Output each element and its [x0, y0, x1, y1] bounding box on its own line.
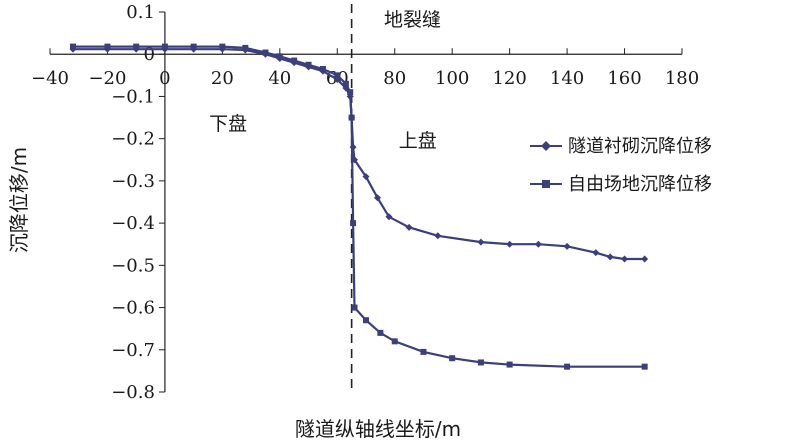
x-tick-label: −20 — [88, 68, 126, 89]
plot-area: −40−200204060801001201401601800.10−0.1−0… — [31, 2, 699, 403]
series-point-lining — [506, 240, 514, 248]
y-tick-label: 0 — [143, 44, 154, 65]
series-point-lining — [362, 173, 370, 181]
y-tick-label: 0.1 — [126, 2, 155, 23]
x-tick-label: 160 — [607, 68, 641, 89]
annotation-hangingwall: 上盘 — [399, 130, 437, 152]
y-tick-label: −0.3 — [111, 171, 155, 192]
y-tick-label: −0.8 — [111, 382, 155, 403]
series-point-free-field — [477, 359, 484, 366]
series-line-1 — [73, 45, 645, 368]
series-point-free-field — [133, 43, 140, 50]
x-tick-label: 80 — [383, 68, 406, 89]
x-tick-label: 40 — [268, 68, 291, 89]
series-point-free-field — [262, 49, 269, 56]
y-tick-label: −0.2 — [111, 129, 155, 150]
x-tick-label: 20 — [211, 68, 234, 89]
y-axis-title: 沉降位移/m — [7, 147, 31, 253]
x-tick-label: −40 — [31, 68, 69, 89]
series-point-lining — [405, 223, 413, 231]
annotation-footwall: 下盘 — [209, 113, 247, 135]
x-tick-label: 100 — [435, 68, 469, 89]
legend: 隧道衬砌沉降位移 自由场地沉降位移 — [530, 136, 712, 195]
series-point-free-field — [342, 80, 349, 87]
series-point-free-field — [276, 53, 283, 60]
series-point-lining — [641, 255, 649, 263]
y-tick-label: −0.6 — [111, 298, 155, 319]
series-point-free-field — [219, 43, 226, 50]
series-point-free-field — [69, 43, 76, 50]
x-tick-label: 140 — [550, 68, 584, 89]
legend-label-lining: 隧道衬砌沉降位移 — [568, 136, 712, 157]
x-tick-label: 180 — [665, 68, 699, 89]
series-point-lining — [477, 238, 485, 246]
series-point-free-field — [391, 338, 398, 345]
series-point-free-field — [190, 43, 197, 50]
series-point-free-field — [161, 43, 168, 50]
legend-label-free-field: 自由场地沉降位移 — [568, 174, 712, 195]
series-point-lining — [385, 213, 393, 221]
series-point-free-field — [564, 363, 571, 370]
series-point-free-field — [104, 43, 111, 50]
series-point-lining — [621, 255, 629, 263]
x-axis-title: 隧道纵轴线坐标/m — [295, 417, 461, 441]
series-point-free-field — [319, 66, 326, 72]
series-point-free-field — [347, 89, 354, 96]
fault-label: 地裂缝 — [384, 9, 441, 31]
series-point-free-field — [242, 44, 249, 51]
series-point-free-field — [350, 220, 357, 227]
series-point-free-field — [305, 61, 312, 68]
x-tick-label: 0 — [159, 68, 170, 89]
series-point-free-field — [348, 114, 355, 121]
series-point-free-field — [506, 361, 513, 368]
series-point-free-field — [291, 57, 298, 64]
y-tick-label: −0.5 — [111, 255, 155, 276]
series-point-lining — [534, 240, 542, 248]
series-point-lining — [592, 249, 600, 257]
series-point-free-field — [420, 348, 427, 355]
y-tick-label: −0.4 — [111, 213, 155, 234]
legend-marker-free-field — [542, 180, 550, 188]
y-tick-label: −0.1 — [111, 86, 155, 107]
series-point-lining — [606, 253, 614, 261]
series-point-free-field — [377, 329, 384, 336]
series-point-free-field — [363, 317, 369, 324]
series-point-free-field — [449, 355, 456, 362]
legend-marker-lining — [541, 141, 551, 151]
series-point-free-field — [351, 304, 358, 311]
series-point-lining — [373, 194, 381, 202]
series-point-free-field — [334, 72, 341, 79]
series-point-lining — [434, 232, 442, 240]
series-point-lining — [563, 242, 571, 250]
series-point-free-field — [641, 363, 648, 370]
x-tick-label: 120 — [492, 68, 526, 89]
y-tick-label: −0.7 — [111, 340, 155, 361]
